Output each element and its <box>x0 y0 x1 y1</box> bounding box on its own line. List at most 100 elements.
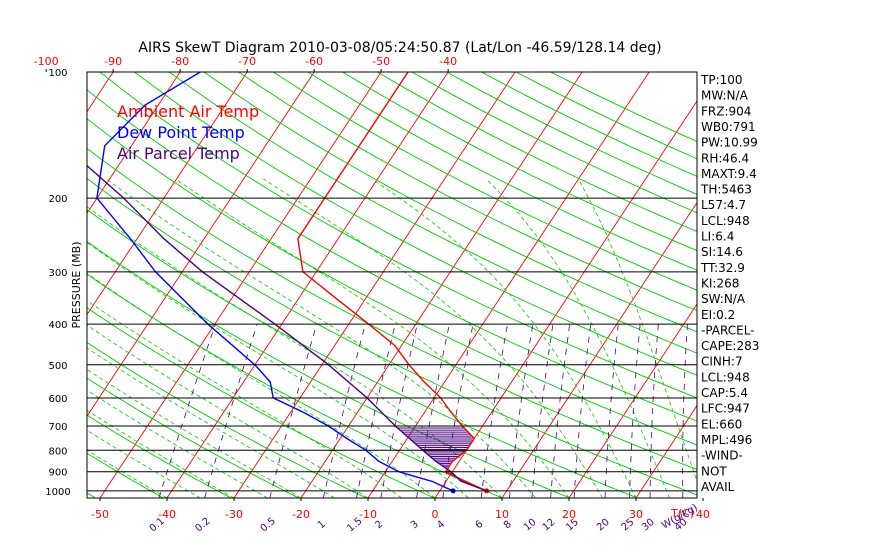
moist-adiabat <box>87 241 469 498</box>
index-item: RH:46.4 <box>701 151 749 165</box>
index-item: PW:10.99 <box>701 136 758 150</box>
isotherm <box>770 72 870 498</box>
bottom-temp-tick-label: 20 <box>562 508 576 521</box>
series-line-dew-point-temp <box>96 72 454 492</box>
dry-adiabat <box>272 72 697 291</box>
dry-adiabat <box>99 72 697 399</box>
legend-entry: Ambient Air Temp <box>117 102 259 121</box>
bottom-temp-tick-label: -50 <box>91 508 109 521</box>
mixing-ratio-label: 8 <box>502 519 514 532</box>
index-item: LCL:948 <box>701 370 750 384</box>
pressure-tick-label: 1000 <box>45 487 70 498</box>
moist-adiabat <box>87 324 369 498</box>
moist-adiabat <box>577 178 697 483</box>
pressure-tick-label: 700 <box>48 422 67 433</box>
isotherm <box>233 72 516 498</box>
index-item: L57:4.7 <box>701 198 746 212</box>
moist-adiabat <box>87 300 402 498</box>
moist-adiabat <box>485 178 670 498</box>
mixing-ratio-line <box>416 324 450 498</box>
bottom-temp-tick-label: 10 <box>495 508 509 521</box>
index-item: CAP:5.4 <box>701 386 748 400</box>
legend: Ambient Air Temp Dew Point Temp Air Parcel… <box>117 102 259 163</box>
dry-adiabat <box>168 72 697 354</box>
moist-adiabat <box>87 206 503 498</box>
isotherm <box>87 72 114 113</box>
moist-adiabat <box>87 347 335 498</box>
chart-title: AIRS SkewT Diagram 2010-03-08/05:24:50.8… <box>138 40 661 56</box>
index-item: EI:0.2 <box>701 308 735 322</box>
top-temp-tick-label: -90 <box>104 55 122 68</box>
dry-adiabat <box>87 240 570 498</box>
isotherm <box>837 72 870 498</box>
moist-adiabat <box>87 369 302 498</box>
pressure-tick-label: 500 <box>48 361 67 372</box>
mixing-ratio-label: 12 <box>541 517 558 534</box>
index-item: LI:6.4 <box>701 230 734 244</box>
index-item: FRZ:904 <box>701 104 751 118</box>
isotherm <box>87 72 181 214</box>
axes: 1002003004005006007008009001000-120-110-… <box>34 55 710 534</box>
mixing-ratio-label: 6 <box>474 519 486 532</box>
mixing-ratio-line <box>323 324 366 498</box>
top-temp-tick-label: -60 <box>305 55 323 68</box>
dry-adiabat <box>87 377 300 498</box>
isotherm <box>99 72 382 498</box>
dry-adiabat <box>87 209 638 498</box>
moist-adiabat <box>263 178 603 498</box>
dry-adiabat <box>238 72 697 312</box>
pressure-tick-label: 800 <box>48 446 67 457</box>
index-item: TT:32.9 <box>700 261 745 275</box>
bottom-temp-tick-label: 30 <box>629 508 643 521</box>
mixing-ratio-label: 3 <box>409 519 421 532</box>
dry-adiabat <box>203 72 697 333</box>
bottom-temp-tick-label: 0 <box>432 508 439 521</box>
dry-adiabat <box>134 72 697 376</box>
moist-adiabat <box>87 389 268 498</box>
dry-adiabat <box>0 72 28 498</box>
mixing-ratio-label: 10 <box>522 517 539 534</box>
mixing-ratio-line <box>204 324 258 498</box>
dry-adiabat <box>87 178 697 496</box>
index-item: LCL:948 <box>701 214 750 228</box>
bottom-temp-tick-label: -10 <box>359 508 377 521</box>
pressure-tick-label: 900 <box>48 468 67 479</box>
index-item: SI:14.6 <box>701 245 743 259</box>
pressure-tick-label: 300 <box>48 268 67 279</box>
bottom-temp-tick-label: -30 <box>225 508 243 521</box>
plot-frame <box>86 71 698 499</box>
top-temp-tick-label: -50 <box>372 55 390 68</box>
dry-adiabat <box>87 452 164 498</box>
index-item: WB0:791 <box>701 120 756 134</box>
mixing-ratio-label: 1 <box>316 519 328 532</box>
dry-adiabat <box>307 72 697 271</box>
bottom-temp-tick-label: -40 <box>158 508 176 521</box>
mixing-ratio-label: 2 <box>373 519 385 532</box>
dry-adiabat <box>87 89 697 422</box>
isotherm <box>87 72 315 417</box>
index-item: AVAIL <box>701 480 735 494</box>
index-item: TP:100 <box>700 73 743 87</box>
moist-adiabat <box>371 178 637 498</box>
cape-hatch <box>395 425 474 482</box>
bottom-temp-tick-label: 40 <box>696 508 710 521</box>
index-item: NOT <box>701 464 727 478</box>
index-item: MW:N/A <box>701 89 749 103</box>
index-item: MAXT:9.4 <box>701 167 757 181</box>
index-item: CAPE:283 <box>701 339 759 353</box>
bottom-temp-tick-label: -20 <box>292 508 310 521</box>
legend-entry: Air Parcel Temp <box>117 144 240 163</box>
index-item: KI:268 <box>701 276 739 290</box>
isotherm <box>0 72 46 498</box>
top-temp-tick-label: -80 <box>171 55 189 68</box>
mixing-ratio-line <box>442 324 474 498</box>
index-item: LFC:947 <box>701 402 750 416</box>
mixing-ratio-line <box>269 324 317 498</box>
isotherm <box>635 404 697 498</box>
isotherm <box>501 201 697 498</box>
pressure-tick-label: 200 <box>48 194 67 205</box>
mixing-ratio-label: 20 <box>595 517 612 534</box>
isotherm <box>434 100 697 498</box>
